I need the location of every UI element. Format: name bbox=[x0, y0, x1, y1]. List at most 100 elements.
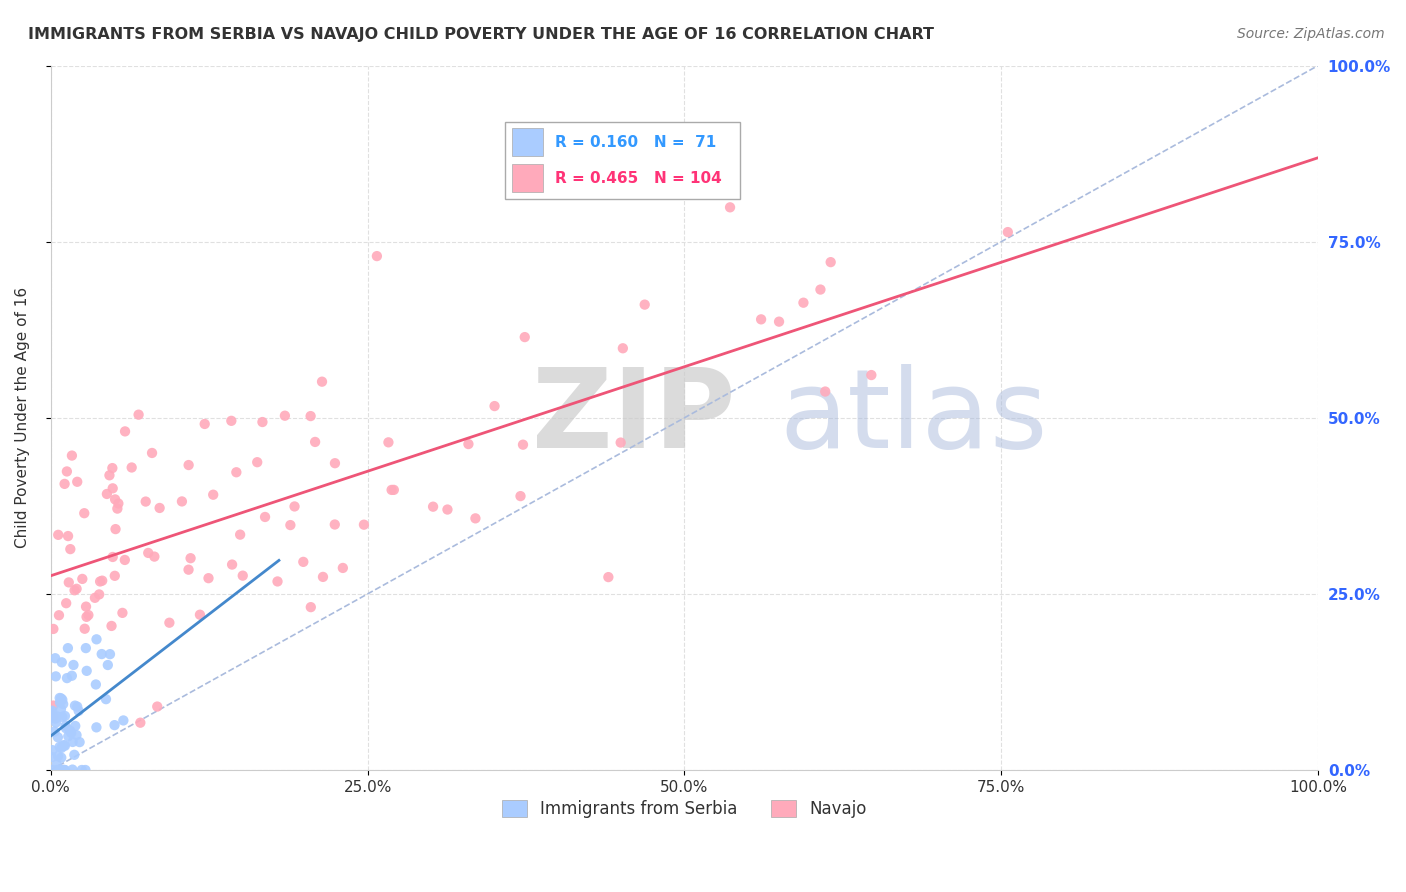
Point bbox=[381, 483, 404, 497]
Point bbox=[65, 719, 87, 733]
Point bbox=[41, 750, 63, 764]
Point bbox=[136, 546, 159, 560]
Point bbox=[749, 312, 772, 326]
Y-axis label: Child Poverty Under the Age of 16: Child Poverty Under the Age of 16 bbox=[15, 287, 30, 549]
Point bbox=[63, 747, 86, 762]
Point bbox=[84, 591, 107, 605]
Point bbox=[194, 417, 217, 431]
Point bbox=[436, 502, 458, 516]
Point bbox=[77, 608, 100, 623]
Point bbox=[66, 475, 89, 489]
Point bbox=[62, 763, 84, 777]
Point bbox=[51, 741, 73, 756]
Point bbox=[104, 569, 127, 583]
Point bbox=[768, 315, 790, 329]
Point bbox=[46, 528, 69, 542]
Bar bbox=[512, 164, 543, 192]
Point bbox=[612, 341, 634, 355]
Point bbox=[53, 738, 76, 752]
Point bbox=[304, 434, 326, 449]
Point bbox=[58, 729, 80, 743]
Point bbox=[42, 709, 65, 723]
Point bbox=[86, 720, 108, 734]
Point bbox=[49, 695, 72, 709]
Point bbox=[814, 384, 837, 399]
Text: IMMIGRANTS FROM SERBIA VS NAVAJO CHILD POVERTY UNDER THE AGE OF 16 CORRELATION C: IMMIGRANTS FROM SERBIA VS NAVAJO CHILD P… bbox=[28, 27, 934, 42]
Point bbox=[76, 610, 98, 624]
Point bbox=[98, 647, 121, 661]
Point bbox=[46, 763, 69, 777]
Point bbox=[382, 483, 405, 497]
Point bbox=[377, 435, 399, 450]
Point bbox=[60, 449, 83, 463]
Point bbox=[46, 709, 69, 723]
Point bbox=[353, 517, 375, 532]
Point bbox=[149, 500, 172, 515]
Point bbox=[51, 656, 73, 670]
Point bbox=[104, 522, 127, 536]
Point bbox=[111, 606, 134, 620]
Point bbox=[53, 476, 76, 491]
Point bbox=[177, 458, 200, 472]
Point bbox=[56, 529, 79, 543]
Point bbox=[73, 506, 96, 520]
Point bbox=[86, 632, 108, 647]
Point bbox=[56, 465, 79, 479]
Point bbox=[598, 570, 620, 584]
Point bbox=[60, 669, 83, 683]
Bar bbox=[512, 128, 543, 155]
Point bbox=[104, 492, 127, 507]
Point bbox=[53, 709, 76, 723]
Point bbox=[45, 669, 67, 683]
Point bbox=[422, 500, 444, 514]
Point bbox=[45, 715, 67, 730]
Point bbox=[509, 489, 531, 503]
Point bbox=[312, 570, 335, 584]
Point bbox=[49, 691, 72, 706]
Point bbox=[91, 574, 114, 588]
Point bbox=[45, 757, 67, 772]
Point bbox=[225, 465, 247, 479]
Point bbox=[97, 658, 120, 673]
Point bbox=[792, 295, 814, 310]
Point bbox=[323, 456, 346, 470]
Point bbox=[820, 255, 842, 269]
Point bbox=[56, 641, 79, 656]
Point bbox=[89, 587, 111, 601]
Point bbox=[221, 414, 243, 428]
Point bbox=[457, 437, 479, 451]
Point bbox=[51, 692, 73, 706]
Point bbox=[121, 460, 143, 475]
Point bbox=[48, 763, 70, 777]
Point bbox=[48, 739, 70, 754]
Point bbox=[73, 622, 96, 636]
Point bbox=[197, 571, 219, 585]
Point bbox=[55, 719, 77, 733]
Point bbox=[56, 671, 79, 685]
Point bbox=[65, 728, 87, 742]
Point bbox=[41, 743, 63, 757]
Point bbox=[311, 375, 333, 389]
Point bbox=[292, 555, 315, 569]
Point bbox=[280, 518, 302, 533]
FancyBboxPatch shape bbox=[505, 121, 740, 199]
Point bbox=[143, 549, 166, 564]
Point bbox=[513, 330, 536, 344]
Point bbox=[48, 763, 70, 777]
Point bbox=[512, 438, 534, 452]
Point bbox=[65, 582, 87, 596]
Point bbox=[66, 699, 89, 714]
Point bbox=[114, 425, 136, 439]
Point bbox=[53, 763, 76, 777]
Point bbox=[135, 494, 157, 508]
Point bbox=[101, 549, 124, 564]
Point bbox=[146, 699, 169, 714]
Point bbox=[177, 563, 200, 577]
Point bbox=[157, 615, 180, 630]
Point bbox=[252, 415, 274, 429]
Point bbox=[59, 542, 82, 557]
Point bbox=[112, 714, 135, 728]
Point bbox=[70, 763, 93, 777]
Point bbox=[101, 461, 124, 475]
Point bbox=[60, 726, 83, 740]
